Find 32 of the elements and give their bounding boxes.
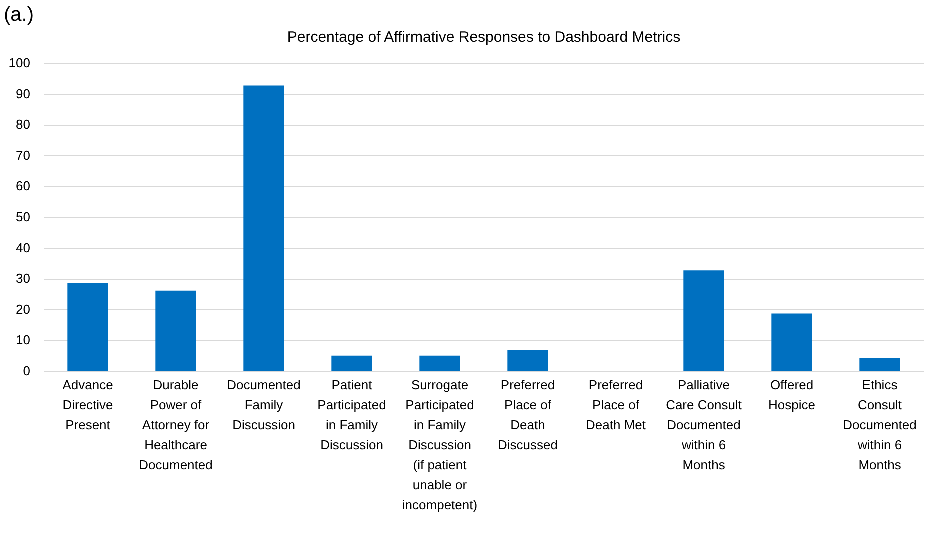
bar: [420, 356, 460, 371]
y-tick-label: 70: [16, 148, 30, 163]
x-tick-label: Palliative Care Consult Documented within 6 Months: [666, 378, 742, 472]
y-tick-label: 100: [8, 56, 30, 70]
y-tick-label: 0: [23, 364, 30, 378]
y-tick-label: 50: [16, 210, 30, 224]
bar: [156, 290, 196, 371]
text: (a.): [3, 3, 35, 28]
bar: [772, 314, 812, 371]
y-tick-label: 40: [16, 240, 30, 256]
x-tick-label: Documented Family Discussion: [227, 378, 301, 432]
x-tick-label: Patient Participated in Family Discussion: [318, 378, 386, 452]
bar: [244, 86, 284, 371]
y-tick-label: 30: [16, 271, 30, 286]
x-tick-label: Ethics Consult Documented within 6 Months: [843, 378, 917, 472]
y-tick-label: 20: [16, 302, 30, 317]
x-tick-label: Preferred Place of Death Met: [586, 378, 646, 432]
bar: [332, 356, 372, 371]
chart-title: Percentage of Affirmative Responses to Dashboard Metrics: [287, 29, 681, 46]
bar: [508, 350, 548, 371]
x-tick-label: Surrogate Participated in Family Discussion (if patient unable or incompetent): [402, 378, 478, 512]
y-tick-label: 90: [16, 86, 30, 102]
y-tick-label: 80: [16, 117, 30, 132]
bar: [684, 270, 724, 371]
x-tick-label: Offered Hospice: [768, 378, 816, 412]
bar: [68, 283, 108, 371]
y-tick-label: 60: [16, 178, 30, 194]
x-tick-label: Durable Power of Attorney for Healthcare Documented: [139, 378, 213, 472]
bar: [860, 358, 900, 371]
x-tick-label: Advance Directive Present: [62, 378, 114, 432]
y-tick-label: 10: [16, 332, 30, 348]
x-tick-label: Preferred Place of Death Discussed: [498, 378, 558, 452]
